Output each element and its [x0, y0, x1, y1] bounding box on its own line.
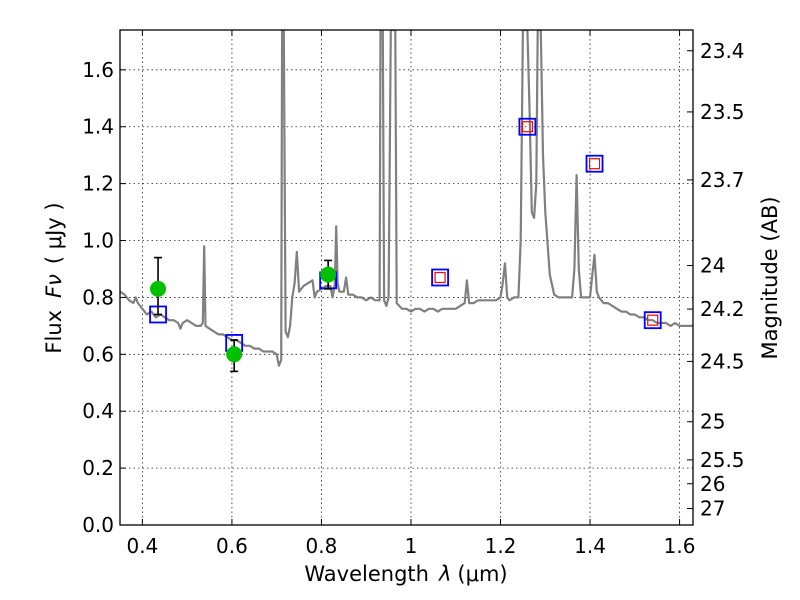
- y-axis-right-title: Magnitude (AB): [758, 196, 782, 359]
- x-tick-label: 0.8: [306, 534, 338, 558]
- y-axis-title: FluxFν( μJy ): [42, 202, 66, 353]
- y-tick-label: 0.4: [82, 399, 114, 423]
- x-tick-label: 1: [405, 534, 418, 558]
- markers: [149, 117, 662, 373]
- x-tick-label: 1.4: [574, 534, 606, 558]
- model-inner-square: [647, 314, 659, 326]
- x-tick-label: 0.4: [126, 534, 158, 558]
- x-tick-label: 0.6: [216, 534, 248, 558]
- model-square: [585, 154, 604, 173]
- model-square: [431, 268, 449, 287]
- mag-tick-label: 24.2: [700, 297, 745, 321]
- model-inner-square: [588, 158, 601, 170]
- x-tick-label: 1.6: [664, 534, 696, 558]
- y-tick-label: 1.2: [82, 172, 114, 196]
- y-tick-label: 0.8: [82, 285, 114, 309]
- mag-tick-label: 25: [700, 410, 725, 434]
- mag-tick-label: 24.5: [700, 349, 745, 373]
- mag-tick-label: 25.5: [700, 448, 745, 472]
- mag-tick-label: 24: [700, 254, 725, 278]
- spectrum-line: [120, 30, 693, 367]
- observed-point: [226, 346, 243, 363]
- grid: [120, 30, 693, 526]
- observed-point: [150, 280, 167, 297]
- observed-point: [320, 266, 337, 283]
- y-tick-label: 0.2: [82, 456, 114, 480]
- y-tick-label: 1.4: [82, 115, 114, 139]
- mag-tick-label: 23.7: [700, 168, 745, 192]
- plot-area: [120, 30, 693, 367]
- y-tick-label: 1.0: [82, 229, 114, 253]
- ticks: 0.4 0.6 0.8 1 1.2 1.4 1.6 0.0 0.2 0.4 0.6 0.8 1.0 1.2…: [82, 30, 745, 558]
- y-tick-label: 0.0: [82, 513, 114, 537]
- model-inner-square: [434, 271, 446, 284]
- mag-tick-label: 23.4: [700, 39, 745, 63]
- model-square: [518, 117, 537, 136]
- mag-tick-label: 26: [700, 472, 725, 496]
- model-square: [643, 311, 662, 330]
- mag-tick-label: 27: [700, 497, 725, 521]
- x-axis-title: Wavelength λ (μm): [304, 562, 507, 586]
- plot-frame: [119, 29, 694, 526]
- y-tick-label: 0.6: [82, 342, 114, 366]
- x-tick-label: 1.2: [485, 534, 517, 558]
- mag-tick-label: 23.5: [700, 100, 745, 124]
- model-inner-square: [521, 121, 533, 133]
- y-tick-label: 1.6: [82, 58, 114, 82]
